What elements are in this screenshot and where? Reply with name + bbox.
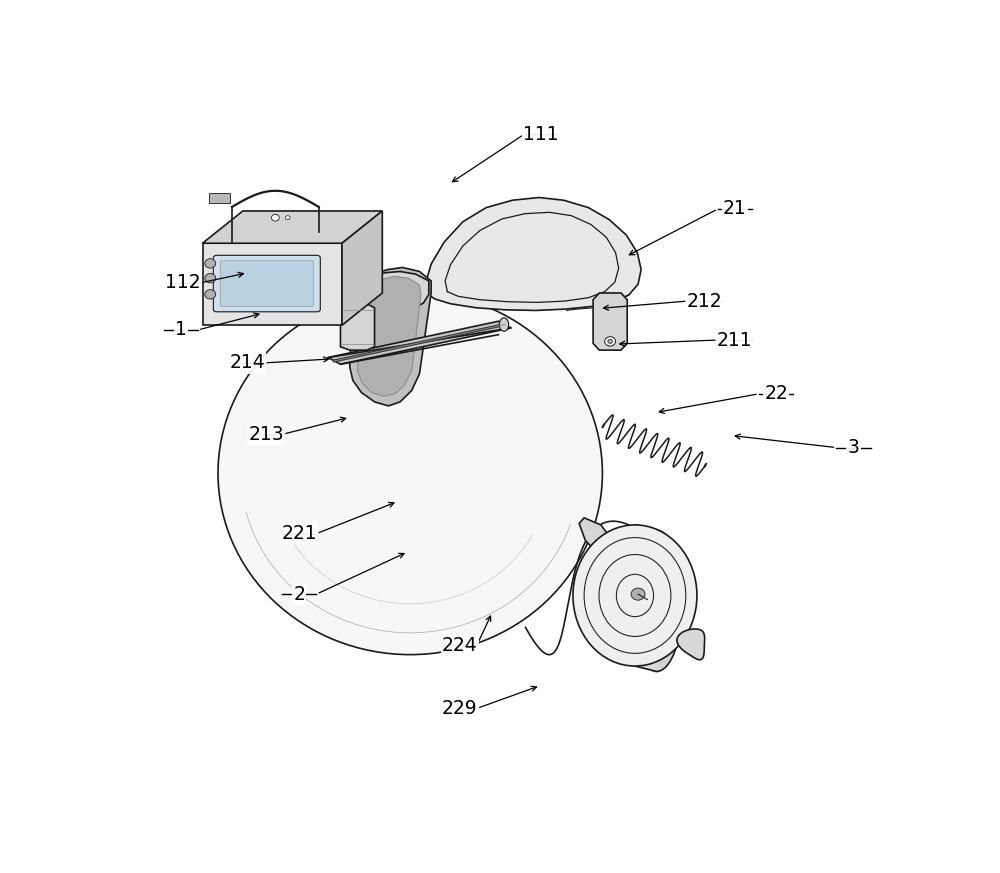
Polygon shape — [358, 276, 421, 396]
Text: 212: 212 — [687, 292, 723, 311]
Text: 211: 211 — [717, 331, 753, 349]
Ellipse shape — [499, 318, 509, 331]
Polygon shape — [364, 272, 429, 313]
Text: 111: 111 — [523, 125, 559, 144]
Text: 21: 21 — [723, 199, 747, 218]
Polygon shape — [635, 525, 657, 530]
Polygon shape — [350, 267, 431, 406]
Text: 22: 22 — [764, 384, 788, 403]
Polygon shape — [635, 525, 657, 671]
Polygon shape — [677, 629, 705, 660]
Circle shape — [271, 215, 279, 221]
Circle shape — [605, 337, 616, 346]
Circle shape — [631, 588, 645, 600]
Polygon shape — [202, 211, 382, 244]
Polygon shape — [328, 321, 511, 364]
FancyBboxPatch shape — [220, 261, 313, 306]
Circle shape — [285, 216, 290, 220]
Ellipse shape — [631, 530, 683, 671]
Circle shape — [205, 290, 216, 299]
Text: 3: 3 — [848, 438, 859, 457]
Text: 224: 224 — [442, 636, 478, 655]
Polygon shape — [340, 304, 375, 350]
Text: 1: 1 — [175, 320, 187, 340]
Ellipse shape — [218, 292, 602, 655]
Text: 214: 214 — [230, 354, 265, 373]
Text: 112: 112 — [165, 273, 201, 292]
FancyBboxPatch shape — [213, 255, 320, 312]
Polygon shape — [593, 293, 627, 350]
Polygon shape — [426, 197, 641, 311]
Circle shape — [205, 273, 216, 283]
Text: 229: 229 — [442, 699, 478, 718]
Bar — [209, 193, 230, 203]
Polygon shape — [342, 211, 382, 326]
Polygon shape — [579, 518, 611, 557]
Text: 221: 221 — [282, 524, 317, 543]
Circle shape — [205, 258, 216, 268]
Circle shape — [608, 340, 612, 343]
Polygon shape — [202, 244, 342, 326]
Text: 213: 213 — [248, 424, 284, 443]
Text: 2: 2 — [293, 585, 305, 603]
Ellipse shape — [573, 525, 697, 666]
